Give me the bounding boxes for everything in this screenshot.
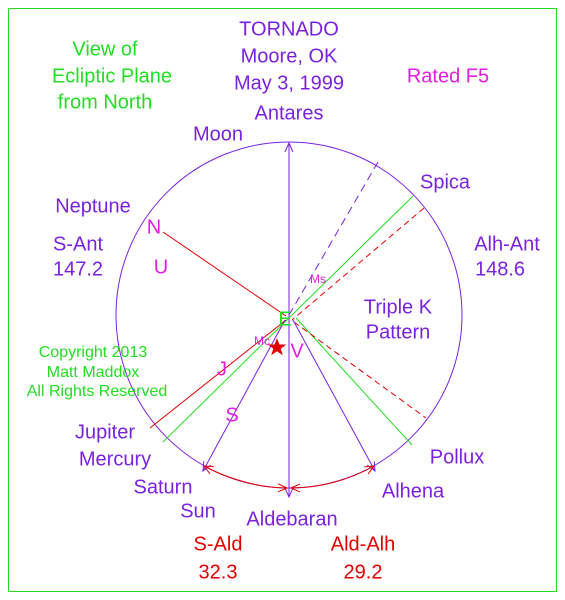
star-label: Aldebaran	[246, 508, 337, 530]
angle-label: Alh-Ant	[474, 233, 540, 255]
pattern: Triple K	[364, 296, 433, 318]
star-label: Antares	[255, 102, 324, 124]
star-label: Pollux	[430, 446, 484, 468]
angle-value: 148.6	[475, 258, 525, 280]
marker: Ms	[310, 272, 326, 286]
angle-label: S-Ant	[53, 233, 103, 255]
planet-label: Saturn	[134, 476, 193, 498]
angle-label: S-Ald	[194, 533, 243, 555]
angle-value: 29.2	[344, 561, 383, 583]
copyright: Copyright 2013	[39, 344, 148, 361]
caption: Ecliptic Plane	[52, 65, 172, 87]
copyright: All Rights Reserved	[27, 383, 168, 400]
planet-label: Neptune	[55, 195, 131, 217]
angle-label: Ald-Alh	[331, 533, 395, 555]
frame	[8, 8, 557, 592]
pattern: Pattern	[366, 321, 430, 343]
angle-value: 32.3	[199, 561, 238, 583]
marker: V	[290, 340, 304, 362]
planet-label: Mercury	[79, 448, 151, 470]
marker: Mc	[254, 334, 270, 348]
marker: S	[225, 404, 238, 426]
title: TORNADO	[239, 18, 339, 40]
marker: E	[278, 308, 291, 330]
title: Moore, OK	[241, 45, 338, 67]
copyright: Matt Maddox	[47, 364, 139, 381]
planet-label: Moon	[193, 123, 243, 145]
caption: from North	[58, 91, 152, 113]
angle-value: 147.2	[53, 258, 103, 280]
star-label: Spica	[420, 171, 471, 193]
planet-label: Jupiter	[75, 421, 135, 443]
title: May 3, 1999	[234, 72, 344, 94]
star-label: Alhena	[382, 480, 445, 502]
rating: Rated F5	[407, 65, 489, 87]
marker: N	[147, 216, 161, 238]
marker: U	[154, 256, 168, 278]
planet-label: Sun	[180, 500, 216, 522]
lines	[149, 143, 427, 497]
caption: View of	[72, 38, 138, 60]
marker: J	[217, 358, 227, 380]
